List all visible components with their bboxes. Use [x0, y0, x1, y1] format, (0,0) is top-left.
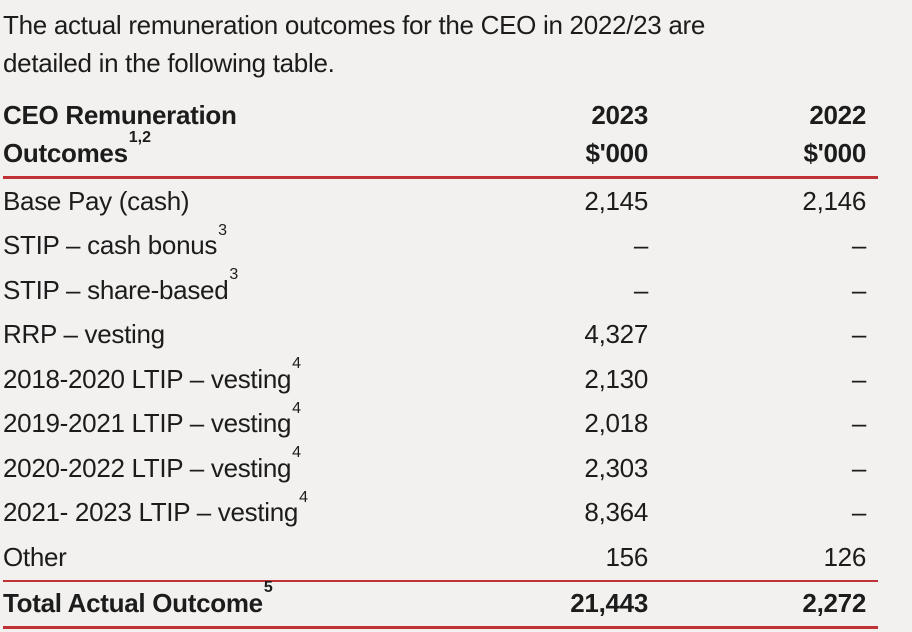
pre-total-rule	[3, 579, 878, 582]
row-label-text: Other	[3, 541, 67, 572]
row-value-2023: 2,145	[584, 185, 648, 216]
row-label-superscript: 4	[299, 488, 308, 506]
header-title-text: Outcomes	[3, 138, 128, 168]
header-title-superscript: 1,2	[128, 129, 151, 147]
row-value-2022: –	[851, 408, 866, 439]
intro-line-2: detailed in the following table.	[3, 48, 335, 78]
row-value-2022: 126	[823, 541, 867, 572]
row-value-2023: 156	[605, 541, 649, 572]
total-label: Total Actual Outcome5	[3, 580, 442, 619]
row-value-2023: 8,364	[584, 497, 648, 528]
row-value-2023: 4,327	[584, 319, 648, 350]
row-value-2022: 2,146	[802, 185, 866, 216]
header-col-2023-year: 2023	[591, 100, 648, 130]
row-value-2022: –	[851, 274, 866, 305]
table-row-ltip-2020-2022: 2020-2022 LTIP – vesting4 2,303 –	[3, 445, 878, 491]
total-label-superscript: 5	[263, 579, 273, 597]
bottom-rule	[3, 625, 878, 629]
row-label: 2021- 2023 LTIP – vesting4	[3, 489, 442, 528]
table-row-ltip-2018-2020: 2018-2020 LTIP – vesting4 2,130 –	[3, 356, 878, 402]
row-value-2023: –	[633, 230, 648, 261]
header-col-2022-year: 2022	[809, 100, 866, 130]
row-label: RRP – vesting	[3, 319, 442, 350]
intro-paragraph: The actual remuneration outcomes for the…	[3, 6, 878, 82]
table-row-ltip-2019-2021: 2019-2021 LTIP – vesting4 2,018 –	[3, 400, 878, 447]
row-label-text: Base Pay (cash)	[3, 185, 190, 216]
row-label-superscript: 4	[292, 399, 302, 417]
table-header-row: CEO Remuneration Outcomes1,2 2023 $'000 …	[3, 96, 878, 176]
row-value-2023: –	[633, 274, 648, 305]
row-value-2023: 2,130	[584, 363, 648, 394]
table-row-ltip-2021-2023: 2021- 2023 LTIP – vesting4 8,364 –	[3, 489, 878, 536]
header-col-2022-unit: $'000	[803, 138, 866, 168]
row-label: Base Pay (cash)	[3, 186, 442, 217]
row-value-2022: –	[851, 452, 866, 483]
total-value-2023: 21,443	[570, 588, 648, 618]
row-label-text: RRP – vesting	[3, 319, 165, 350]
header-rule	[3, 176, 878, 179]
table-row-base-pay: Base Pay (cash) 2,145 2,146	[3, 179, 878, 224]
header-col-2023: 2023 $'000	[442, 96, 660, 172]
content-area: The actual remuneration outcomes for the…	[3, 6, 878, 629]
intro-line-1: The actual remuneration outcomes for the…	[3, 10, 706, 40]
header-title-line-2: Outcomes1,2	[3, 130, 442, 172]
table-row-rrp-vesting: RRP – vesting 4,327 –	[3, 313, 878, 358]
row-value-2022: –	[851, 497, 866, 528]
row-label-text: 2021- 2023 LTIP – vesting	[3, 497, 299, 528]
row-label-text: 2018-2020 LTIP – vesting	[3, 363, 292, 394]
row-label: 2018-2020 LTIP – vesting4	[3, 356, 442, 395]
row-label: STIP – share-based3	[3, 267, 442, 306]
row-label-text: STIP – share-based	[3, 274, 229, 305]
row-value-2023: 2,018	[584, 408, 648, 439]
row-value-2022: –	[851, 230, 866, 261]
row-label-superscript: 4	[292, 355, 302, 373]
header-col-2022: 2022 $'000	[660, 96, 878, 172]
table-row-stip-cash-bonus: STIP – cash bonus3 – –	[3, 222, 878, 269]
row-label-text: STIP – cash bonus	[3, 230, 218, 261]
total-value-2022: 2,272	[802, 588, 866, 618]
row-label-text: 2019-2021 LTIP – vesting	[3, 408, 292, 439]
row-label: Other	[3, 542, 442, 573]
ceo-remuneration-table: CEO Remuneration Outcomes1,2 2023 $'000 …	[3, 96, 878, 629]
header-col-2023-unit: $'000	[585, 138, 648, 168]
row-value-2022: –	[851, 363, 866, 394]
row-label-superscript: 4	[292, 444, 302, 462]
header-title-line-1: CEO Remuneration	[3, 100, 237, 130]
row-value-2022: –	[851, 319, 866, 350]
row-label: 2019-2021 LTIP – vesting4	[3, 400, 442, 439]
row-label-text: 2020-2022 LTIP – vesting	[3, 452, 292, 483]
row-label-superscript: 3	[218, 221, 228, 239]
header-title-cell: CEO Remuneration Outcomes1,2	[3, 96, 442, 172]
total-label-text: Total Actual Outcome	[3, 588, 263, 618]
table-row-other: Other 156 126	[3, 535, 878, 580]
row-label: 2020-2022 LTIP – vesting4	[3, 445, 442, 484]
row-value-2023: 2,303	[584, 452, 648, 483]
table-row-total: Total Actual Outcome5 21,443 2,272	[3, 580, 878, 626]
row-label: STIP – cash bonus3	[3, 222, 442, 261]
row-label-superscript: 3	[229, 266, 239, 284]
table-row-stip-share-based: STIP – share-based3 – –	[3, 267, 878, 313]
